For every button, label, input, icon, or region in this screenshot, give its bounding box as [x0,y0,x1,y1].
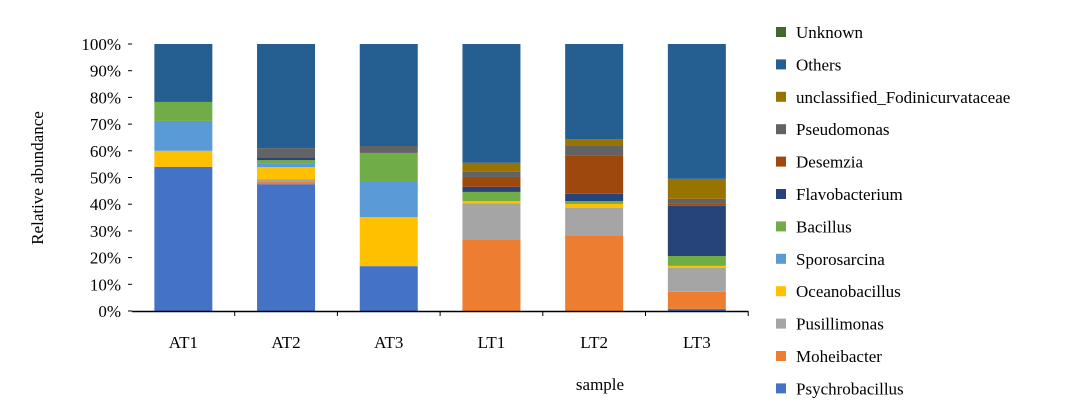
bar-segment-LT1-Moheibacter [462,239,521,311]
legend-label: Sporosarcina [796,250,885,269]
bar-segment-AT2-Pseudomonas [257,148,316,159]
bar-segment-AT3-Oceanobacillus [359,217,418,267]
legend-label: Unknown [796,23,864,42]
legend-swatch [776,351,786,361]
bar-segment-LT3-Desemzia [667,203,726,206]
legend-swatch [776,59,786,70]
bar-segment-AT3-Others [359,44,418,146]
bar-segment-LT1-Bacillus [462,191,521,201]
bar-segment-LT3-Psychrobacillus [667,308,726,311]
bar-segment-LT2-unclassified_Fodinicurvataceae [565,139,624,146]
bar-segment-AT3-Psychrobacillus [359,266,418,311]
bar-segment-AT2-Others [257,44,316,149]
legend-swatch [776,286,786,297]
y-tick-label: 100% [81,35,121,54]
legend-label: Desemzia [796,153,863,172]
x-tick-label: AT1 [169,333,198,352]
legend-label: Flavobacterium [796,185,903,204]
bar-segment-AT1-Others [154,44,213,102]
bar-segment-LT3-Flavobacterium [667,205,726,256]
bar-segment-AT3-Bacillus [359,152,418,181]
y-tick-label: 30% [90,222,121,241]
y-tick-label: 60% [90,142,121,161]
bar-segment-AT2-Pusillimonas [257,179,316,183]
y-tick-label: 70% [90,115,121,134]
legend-label: Pusillimonas [796,315,884,334]
legend: Unknown Others unclassified_Fodinicurvatac… [776,23,1010,398]
legend-label: Pseudomonas [796,120,890,139]
x-tick-label: LT3 [683,333,711,352]
bar-segment-AT3-Pseudomonas [359,145,418,153]
bar-segment-LT2-Oceanobacillus [565,203,624,208]
bar-segment-AT2-Psychrobacillus [257,184,316,311]
bar-segment-LT3-Pusillimonas [667,268,726,292]
y-tick-label: 40% [90,195,121,214]
legend-swatch [776,383,786,394]
bar-segment-LT1-Pusillimonas [462,203,521,240]
legend-swatch [776,253,786,264]
bar-segment-AT1-Sporosarcina [154,120,213,151]
legend-swatch [776,318,786,329]
bar-segment-LT1-Oceanobacillus [462,200,521,204]
y-tick-label: 0% [98,302,121,321]
y-tick-label: 10% [90,275,121,294]
bar-segment-LT3-Bacillus [667,255,726,266]
legend-swatch [776,221,786,232]
bar-segment-LT2-Others [565,44,624,140]
legend-swatch [776,91,786,102]
bar-segment-AT2-Bacillus [257,160,316,164]
y-tick-label: 80% [90,88,121,107]
legend-label: Moheibacter [796,347,882,366]
bar-segment-LT2-Desemzia [565,155,624,194]
x-axis: AT1 AT2 AT3 LT1 LT2 LT3 [132,310,749,352]
bar-segment-AT1-Bacillus [154,101,213,121]
legend-label: Psychrobacillus [796,379,904,398]
bar-segment-AT1-Psychrobacillus [154,166,213,311]
bar-segment-AT2-Flavobacterium [257,158,316,161]
x-tick-label: LT2 [580,333,608,352]
x-tick-label: LT1 [478,333,506,352]
bar-segment-LT3-Others [667,44,726,179]
bar-segment-LT1-Others [462,44,521,163]
y-tick-label: 20% [90,249,121,268]
y-axis-label: Relative abundance [28,111,47,245]
bar-segment-LT2-Pseudomonas [565,145,624,156]
bar-segment-LT3-Moheibacter [667,291,726,309]
x-tick-label: AT3 [374,333,403,352]
bar-segment-AT2-Oceanobacillus [257,167,316,180]
x-tick-label: AT2 [271,333,300,352]
legend-swatch [776,27,786,37]
legend-swatch [776,124,786,135]
bar-segment-AT1-Oceanobacillus [154,150,213,167]
bar-segment-LT3-unclassified_Fodinicurvataceae [667,178,726,199]
bar-segment-LT3-Oceanobacillus [667,265,726,269]
bar-segment-LT2-Moheibacter [565,235,624,311]
legend-swatch [776,156,786,167]
y-tick-label: 90% [90,62,121,81]
y-tick-label: 50% [90,169,121,188]
bar-segment-LT3-Pseudomonas [667,198,726,204]
legend-label: unclassified_Fodinicurvataceae [796,88,1010,107]
bar-segment-LT1-Flavobacterium [462,186,521,192]
bars [154,44,726,311]
bar-segment-LT2-Bacillus [565,200,624,204]
bar-segment-AT3-Sporosarcina [359,180,418,218]
bar-segment-AT2-Moheibacter [257,182,316,185]
legend-label: Oceanobacillus [796,282,901,301]
legend-label: Others [796,55,841,74]
bar-segment-LT2-Flavobacterium [565,193,624,201]
x-axis-label: sample [576,375,624,394]
bar-segment-LT2-Pusillimonas [565,207,624,236]
bar-segment-LT1-Pseudomonas [462,171,521,177]
bar-segment-LT1-unclassified_Fodinicurvataceae [462,162,521,172]
bar-segment-AT2-Sporosarcina [257,163,316,168]
legend-label: Bacillus [796,217,852,236]
y-axis: 0% 10% 20% 30% 40% 50% 60% 70% 80% 90% 100% [81,35,132,321]
bar-segment-LT1-Desemzia [462,176,521,187]
legend-swatch [776,189,786,199]
